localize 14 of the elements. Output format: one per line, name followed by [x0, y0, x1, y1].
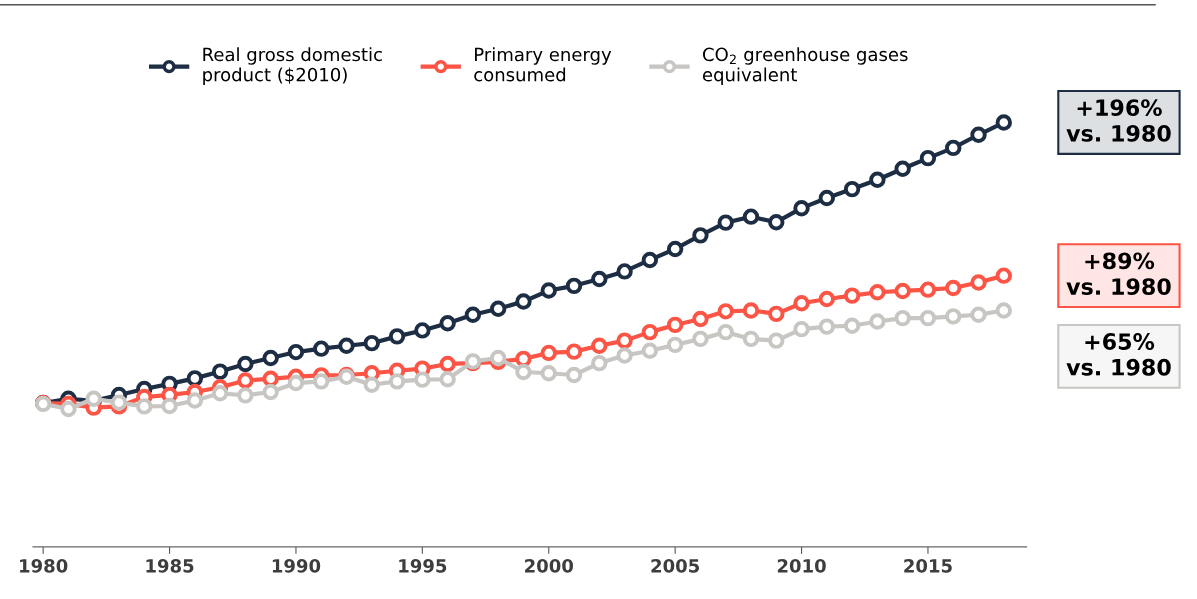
text: +196% vs. 1980 — [1066, 99, 1171, 142]
legend-label: Primary energy consumed — [474, 47, 612, 82]
legend-label: CO$_{2}$ greenhouse gases equivalent — [702, 47, 908, 85]
x-tick-label: 2010 — [777, 559, 826, 573]
x-tick-label: 2005 — [651, 559, 700, 573]
text: +65% vs. 1980 — [1066, 333, 1171, 376]
text: +89% vs. 1980 — [1066, 252, 1171, 295]
x-tick-label: 1990 — [272, 559, 321, 573]
x-tick-label: 1995 — [399, 559, 447, 573]
x-tick-label: 1985 — [146, 559, 194, 573]
legend-label: Real gross domestic product ($2010) — [203, 47, 382, 85]
x-tick-label: 1980 — [20, 559, 68, 573]
x-tick-label: 2000 — [525, 559, 574, 573]
x-tick-label: 2015 — [904, 559, 952, 573]
